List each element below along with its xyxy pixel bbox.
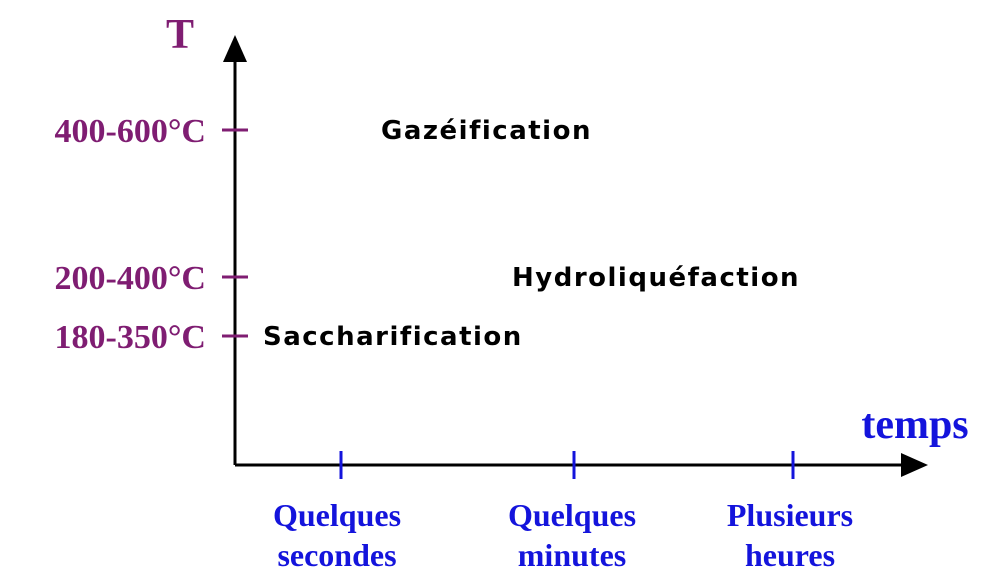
process-label: Hydroliquéfaction [512,263,800,293]
process-label: Saccharification [263,322,523,352]
y-axis-label: T [166,12,194,58]
x-tick-label: heures [745,537,835,573]
x-axis-label: temps [861,402,968,448]
x-tick-label: secondes [277,537,396,573]
x-tick-label: minutes [518,537,626,573]
x-tick-label: Quelques [508,497,636,533]
y-arrow [223,35,247,62]
y-tick-label: 200-400°C [55,260,206,297]
x-tick-label: Quelques [273,497,401,533]
x-tick-marks [339,451,795,479]
y-tick-label: 400-600°C [55,113,206,150]
process-label: Gazéification [381,116,592,146]
x-tick-label: Plusieurs [727,497,853,533]
y-tick-marks [222,128,248,338]
y-tick-label: 180-350°C [55,319,206,356]
x-arrow [901,453,928,477]
